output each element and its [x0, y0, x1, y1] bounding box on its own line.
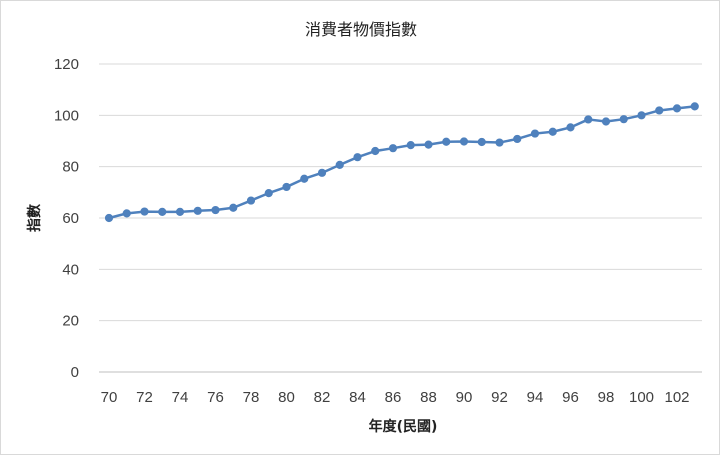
- data-point-94: [530, 129, 540, 138]
- grid-layer: [99, 63, 702, 373]
- data-point-88: [424, 140, 433, 149]
- data-point-76: [211, 205, 220, 215]
- data-point-97: [584, 115, 593, 124]
- data-point-99: [619, 115, 628, 124]
- x-axis-title: 年度(民國): [369, 418, 438, 435]
- data-point-82: [317, 168, 327, 177]
- x-tick-label-96: 96: [562, 389, 579, 406]
- data-point-91: [477, 137, 486, 147]
- x-tick-label-74: 74: [172, 389, 189, 406]
- x-tick-label-70: 70: [101, 389, 118, 406]
- data-point-95: [548, 127, 557, 136]
- data-point-71: [122, 209, 131, 218]
- y-tick-label-100: 100: [54, 107, 79, 124]
- data-point-74: [175, 207, 185, 216]
- x-tick-label-82: 82: [314, 389, 331, 406]
- x-tick-label-102: 102: [664, 389, 689, 406]
- y-tick-label-20: 20: [62, 313, 79, 330]
- data-point-92: [495, 138, 504, 147]
- data-point-75: [193, 206, 202, 215]
- data-point-73: [158, 207, 167, 216]
- data-point-80: [282, 182, 291, 192]
- x-tick-label-72: 72: [136, 389, 153, 406]
- x-tick-label-92: 92: [491, 389, 508, 406]
- y-tick-label-0: 0: [71, 364, 79, 381]
- data-point-90: [459, 137, 469, 146]
- data-point-85: [371, 146, 380, 156]
- x-tick-label-76: 76: [207, 389, 224, 406]
- data-point-78: [246, 196, 256, 205]
- data-point-81: [300, 174, 309, 183]
- data-point-70: [104, 213, 114, 223]
- y-axis-title: 指數: [26, 204, 43, 232]
- x-tick-labels: 70 72 74 76 78 80 82 84 86 88 90 92 94 96 98 100 102: [101, 389, 690, 406]
- data-point-89: [442, 137, 451, 146]
- y-tick-labels: 0 20 40 60 80 100 120: [54, 56, 79, 381]
- data-point-101: [655, 106, 664, 115]
- series-line-0: [107, 105, 696, 220]
- data-point-103: [690, 102, 699, 111]
- data-point-84: [353, 153, 362, 162]
- y-tick-label-60: 60: [62, 210, 79, 227]
- data-point-87: [406, 141, 415, 150]
- chart-title: 消費者物價指數: [305, 20, 417, 39]
- data-point-96: [566, 123, 575, 132]
- x-tick-label-100: 100: [629, 389, 654, 406]
- data-point-77: [229, 203, 238, 212]
- y-tick-label-40: 40: [62, 261, 79, 278]
- x-tick-label-80: 80: [278, 389, 295, 406]
- data-point-72: [140, 207, 149, 216]
- data-point-93: [513, 134, 522, 144]
- data-point-100: [637, 111, 646, 120]
- y-tick-label-120: 120: [54, 56, 79, 73]
- x-tick-label-78: 78: [243, 389, 260, 406]
- data-point-79: [264, 189, 273, 198]
- x-tick-label-88: 88: [420, 389, 437, 406]
- series-layer: [104, 102, 699, 223]
- x-tick-label-94: 94: [527, 389, 544, 406]
- x-tick-label-86: 86: [385, 389, 402, 406]
- x-tick-label-84: 84: [349, 389, 366, 406]
- y-tick-label-80: 80: [62, 159, 79, 176]
- x-tick-label-90: 90: [456, 389, 473, 406]
- data-point-98: [601, 117, 611, 126]
- data-point-86: [388, 144, 398, 153]
- data-point-83: [335, 160, 344, 169]
- x-tick-label-98: 98: [598, 389, 615, 406]
- data-point-102: [672, 104, 682, 113]
